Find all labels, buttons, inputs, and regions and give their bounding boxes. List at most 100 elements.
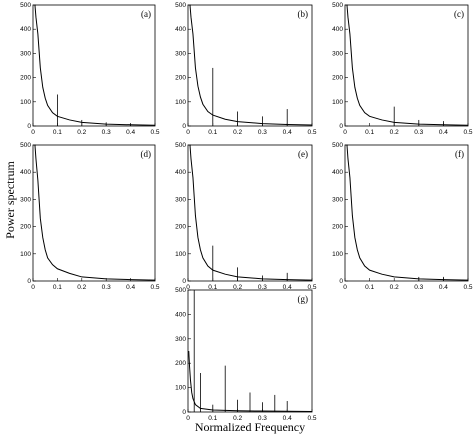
x-tick-label: 0.5 bbox=[307, 129, 316, 136]
y-tick-label: 0 bbox=[182, 123, 186, 130]
y-tick-label: 400 bbox=[175, 169, 186, 176]
y-tick-label: 100 bbox=[332, 251, 343, 258]
y-tick-label: 500 bbox=[175, 287, 186, 294]
x-tick-label: 0.4 bbox=[283, 129, 292, 136]
y-tick-label: 300 bbox=[175, 50, 186, 57]
y-tick-label: 0 bbox=[182, 409, 186, 416]
y-tick-label: 200 bbox=[20, 75, 31, 82]
y-tick-label: 100 bbox=[175, 251, 186, 258]
y-tick-label: 100 bbox=[20, 251, 31, 258]
x-tick-label: 0.3 bbox=[258, 129, 267, 136]
panel-label: (a) bbox=[141, 9, 151, 19]
x-tick-label: 0.3 bbox=[258, 415, 267, 422]
y-tick-label: 500 bbox=[20, 2, 31, 9]
plot-frame bbox=[32, 144, 156, 282]
x-tick-label: 0 bbox=[343, 284, 347, 291]
y-tick-label: 500 bbox=[20, 142, 31, 149]
y-tick-label: 200 bbox=[20, 224, 31, 231]
spectrum-line bbox=[189, 4, 313, 126]
x-tick-label: 0 bbox=[186, 415, 190, 422]
panel-label: (e) bbox=[298, 149, 308, 159]
panel-label: (g) bbox=[298, 294, 309, 304]
x-tick-label: 0.3 bbox=[258, 284, 267, 291]
y-tick-label: 500 bbox=[332, 142, 343, 149]
x-tick-label: 0.4 bbox=[439, 129, 448, 136]
spectrum-line bbox=[346, 144, 469, 281]
x-axis-label: Normalized Frequency bbox=[195, 420, 305, 434]
y-tick-label: 400 bbox=[20, 169, 31, 176]
x-tick-label: 0.1 bbox=[53, 284, 62, 291]
x-tick-label: 0.4 bbox=[126, 284, 135, 291]
x-tick-label: 0.4 bbox=[283, 415, 292, 422]
y-tick-label: 300 bbox=[20, 50, 31, 57]
x-tick-label: 0.1 bbox=[208, 415, 217, 422]
plot-frame bbox=[32, 4, 156, 127]
y-tick-label: 200 bbox=[332, 75, 343, 82]
x-tick-label: 0.2 bbox=[233, 284, 242, 291]
y-tick-label: 400 bbox=[20, 26, 31, 33]
y-tick-label: 200 bbox=[175, 360, 186, 367]
panel-label: (f) bbox=[455, 149, 464, 159]
x-tick-label: 0.1 bbox=[208, 129, 217, 136]
y-tick-label: 400 bbox=[175, 311, 186, 318]
x-tick-label: 0.5 bbox=[150, 129, 159, 136]
x-tick-label: 0.1 bbox=[53, 129, 62, 136]
x-tick-label: 0.2 bbox=[77, 129, 86, 136]
x-tick-label: 0.5 bbox=[307, 284, 316, 291]
y-tick-label: 0 bbox=[339, 123, 343, 130]
x-tick-label: 0 bbox=[343, 129, 347, 136]
x-tick-label: 0 bbox=[31, 284, 35, 291]
x-tick-label: 0 bbox=[31, 129, 35, 136]
y-tick-label: 100 bbox=[175, 385, 186, 392]
y-tick-label: 500 bbox=[175, 2, 186, 9]
y-tick-label: 200 bbox=[332, 224, 343, 231]
y-axis-label: Power spectrum bbox=[3, 161, 17, 239]
x-tick-label: 0.2 bbox=[233, 129, 242, 136]
y-tick-label: 200 bbox=[175, 75, 186, 82]
y-tick-label: 300 bbox=[175, 196, 186, 203]
spectrum-line bbox=[188, 350, 313, 413]
y-tick-label: 500 bbox=[175, 142, 186, 149]
x-tick-label: 0.2 bbox=[233, 415, 242, 422]
x-tick-label: 0.2 bbox=[390, 129, 399, 136]
x-tick-label: 0.3 bbox=[414, 129, 423, 136]
spectrum-line bbox=[34, 4, 156, 126]
y-tick-label: 0 bbox=[27, 123, 31, 130]
plot-frame bbox=[187, 144, 313, 282]
x-tick-label: 0.1 bbox=[365, 129, 374, 136]
y-tick-label: 400 bbox=[332, 26, 343, 33]
y-tick-label: 0 bbox=[182, 278, 186, 285]
y-tick-label: 500 bbox=[332, 2, 343, 9]
y-tick-label: 400 bbox=[332, 169, 343, 176]
y-tick-label: 300 bbox=[175, 336, 186, 343]
y-tick-label: 100 bbox=[332, 99, 343, 106]
y-tick-label: 200 bbox=[175, 224, 186, 231]
panel-label: (b) bbox=[298, 9, 309, 19]
x-tick-label: 0 bbox=[186, 284, 190, 291]
y-tick-label: 300 bbox=[20, 196, 31, 203]
x-tick-label: 0 bbox=[186, 129, 190, 136]
x-tick-label: 0.1 bbox=[208, 284, 217, 291]
x-tick-label: 0.5 bbox=[150, 284, 159, 291]
panel-label: (d) bbox=[141, 149, 152, 159]
x-tick-label: 0.3 bbox=[102, 129, 111, 136]
plot-frame bbox=[344, 144, 469, 282]
panel-label: (c) bbox=[454, 9, 464, 19]
spectrum-line bbox=[189, 144, 313, 281]
spectrum-line bbox=[34, 144, 156, 281]
y-tick-label: 0 bbox=[27, 278, 31, 285]
x-tick-label: 0.5 bbox=[463, 129, 472, 136]
y-tick-label: 400 bbox=[175, 26, 186, 33]
x-tick-label: 0.2 bbox=[390, 284, 399, 291]
x-tick-label: 0.4 bbox=[126, 129, 135, 136]
x-tick-label: 0.3 bbox=[102, 284, 111, 291]
y-tick-label: 100 bbox=[20, 99, 31, 106]
x-tick-label: 0.2 bbox=[77, 284, 86, 291]
plot-frame bbox=[344, 4, 469, 127]
x-tick-label: 0.3 bbox=[414, 284, 423, 291]
y-tick-label: 100 bbox=[175, 99, 186, 106]
spectrum-line bbox=[346, 4, 469, 126]
x-tick-label: 0.5 bbox=[307, 415, 316, 422]
x-tick-label: 0.1 bbox=[365, 284, 374, 291]
